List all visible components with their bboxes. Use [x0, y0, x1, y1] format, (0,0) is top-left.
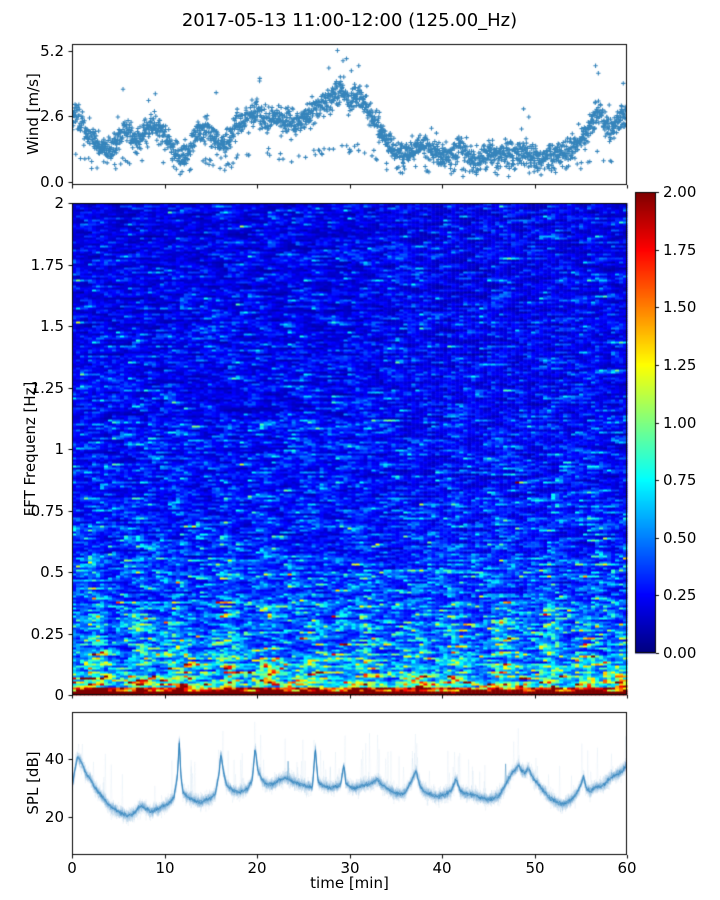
colorbar-tick-label: 0.00 — [663, 644, 697, 662]
spl-y-tick-label: 40 — [44, 750, 64, 768]
fft-y-tick-label: 0.75 — [30, 502, 64, 520]
fft-y-tick-label: 1 — [54, 440, 64, 458]
fft-y-tick-label: 2 — [54, 194, 64, 212]
time-x-tick-label: 0 — [67, 859, 77, 877]
time-x-axis-label: time [min] — [310, 874, 389, 892]
colorbar-tick-label: 1.75 — [663, 241, 697, 259]
wind-scatter-plot — [62, 34, 637, 195]
colorbar-tick-label: 0.75 — [663, 471, 697, 489]
time-x-tick-label: 10 — [155, 859, 175, 877]
spl-line-plot — [62, 702, 637, 865]
spl-y-tick-label: 20 — [44, 808, 64, 826]
wind-y-tick-label: 5.2 — [40, 42, 64, 60]
fft-y-tick-label: 1.25 — [30, 379, 64, 397]
colorbar-tick-label: 2.00 — [663, 183, 697, 201]
fft-y-tick-label: 1.5 — [40, 317, 64, 335]
colorbar — [625, 182, 666, 663]
colorbar-tick-label: 1.00 — [663, 414, 697, 432]
colorbar-tick-label: 0.25 — [663, 586, 697, 604]
time-x-tick-label: 30 — [340, 859, 360, 877]
spectrogram-heatmap — [62, 193, 637, 705]
fft-y-tick-label: 0.5 — [40, 563, 64, 581]
colorbar-tick-label: 1.50 — [663, 298, 697, 316]
time-x-tick-label: 50 — [525, 859, 545, 877]
wind-y-tick-label: 2.6 — [40, 107, 64, 125]
time-x-tick-label: 40 — [432, 859, 452, 877]
colorbar-tick-label: 1.25 — [663, 356, 697, 374]
time-x-tick-label: 20 — [247, 859, 267, 877]
figure-title: 2017-05-13 11:00-12:00 (125.00_Hz) — [181, 10, 518, 31]
fft-y-tick-label: 0 — [54, 686, 64, 704]
fft-y-tick-label: 0.25 — [30, 625, 64, 643]
wind-y-tick-label: 0.0 — [40, 173, 64, 191]
colorbar-tick-label: 0.50 — [663, 529, 697, 547]
fft-y-tick-label: 1.75 — [30, 256, 64, 274]
time-x-tick-label: 60 — [617, 859, 637, 877]
